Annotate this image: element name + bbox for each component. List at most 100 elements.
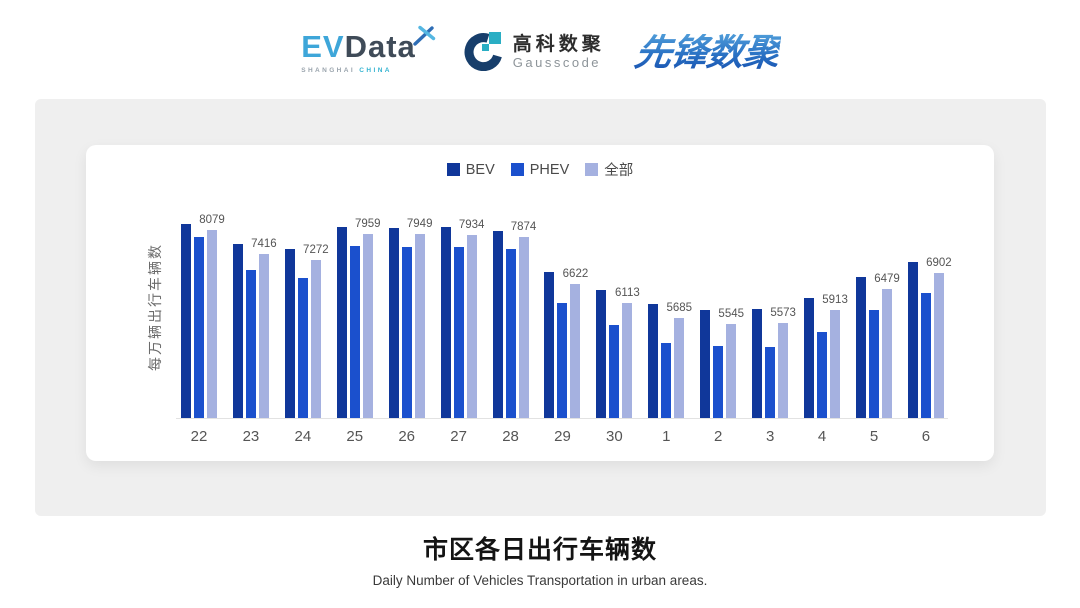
data-label-5: 6479 <box>874 273 900 285</box>
data-label-24: 7272 <box>303 243 329 256</box>
legend-marker-bev <box>446 163 460 176</box>
bar-bev-4 <box>804 297 815 418</box>
data-label-1: 5685 <box>666 302 693 315</box>
bar-全部-3 <box>778 322 789 418</box>
x-tick-27: 27 <box>450 428 467 445</box>
data-label-22: 8079 <box>199 213 225 226</box>
bar-全部-24 <box>310 259 321 418</box>
gausscode-logo: 高科数聚 Gausscode <box>464 29 605 76</box>
bar-group-4: 5913 4 <box>804 294 848 445</box>
bar-group-29: 6622 29 <box>544 268 588 445</box>
x-tick-2: 2 <box>714 428 723 445</box>
data-label-3: 5573 <box>770 306 796 319</box>
x-tick-6: 6 <box>921 428 931 445</box>
bar-phev-6 <box>920 293 931 418</box>
bar-bev-27 <box>440 227 451 418</box>
legend-marker-phev <box>510 163 524 176</box>
bar-bev-25 <box>336 227 347 418</box>
bar-全部-4 <box>830 310 841 418</box>
bar-bev-3 <box>752 309 763 418</box>
bar-phev-1 <box>661 342 672 418</box>
evdata-ev-text: EV <box>301 28 345 64</box>
legend-item-phev[interactable]: PHEV <box>510 161 570 178</box>
bar-group-22: 8079 22 <box>181 214 225 445</box>
bar-bev-2 <box>700 310 711 418</box>
x-tick-30: 30 <box>606 428 623 445</box>
x-tick-5: 5 <box>869 428 879 445</box>
data-label-2: 5545 <box>718 307 745 320</box>
gausscode-g-icon <box>464 29 504 76</box>
y-axis-title: 每万辆出行车辆数 <box>147 243 163 371</box>
bar-全部-6 <box>933 273 944 418</box>
x-tick-22: 22 <box>190 428 208 445</box>
x-tick-3: 3 <box>765 428 775 445</box>
bar-bev-30 <box>596 290 607 418</box>
data-label-25: 7959 <box>354 218 381 231</box>
bar-phev-2 <box>713 346 724 418</box>
bar-全部-2 <box>726 323 737 418</box>
evdata-china-text: CHINA <box>359 66 392 74</box>
evdata-wordmark: EV Data <box>301 31 416 62</box>
evdata-logo: EV Data SHANGHAI CHINA <box>301 25 435 74</box>
bar-bev-26 <box>388 227 399 418</box>
data-label-23: 7416 <box>251 238 277 251</box>
bar-全部-26 <box>414 234 425 418</box>
chart-card: BEV PHEV 全部 每万辆出行车辆数 8079 22 7416 23 7272 24 795… <box>86 145 994 461</box>
legend-label: BEV <box>465 161 495 178</box>
bar-group-28: 7874 28 <box>492 221 536 445</box>
gausscode-cn-text: 高科数聚 <box>512 33 605 55</box>
bar-phev-23 <box>245 269 256 418</box>
bar-全部-22 <box>207 229 217 418</box>
bar-全部-1 <box>674 318 685 418</box>
bar-phev-29 <box>557 303 568 418</box>
bar-全部-25 <box>362 234 373 418</box>
legend-label: 全部 <box>604 163 634 179</box>
gausscode-text: 高科数聚 Gausscode <box>513 34 605 70</box>
x-tick-25: 25 <box>346 428 364 445</box>
bar-group-23: 7416 23 <box>232 238 277 445</box>
legend-label: PHEV <box>529 161 570 178</box>
bar-全部-23 <box>258 254 269 418</box>
bar-group-27: 7934 27 <box>440 219 484 445</box>
bar-phev-30 <box>609 325 620 418</box>
x-tick-29: 29 <box>554 428 571 445</box>
evdata-x-icon <box>413 25 436 51</box>
data-label-30: 6113 <box>615 286 640 299</box>
bar-全部-28 <box>518 237 529 418</box>
data-label-6: 6902 <box>926 257 952 270</box>
bar-phev-26 <box>401 246 412 418</box>
bar-phev-22 <box>194 237 204 418</box>
x-tick-28: 28 <box>502 428 519 445</box>
data-label-29: 6622 <box>562 267 589 280</box>
bar-phev-28 <box>505 249 516 418</box>
bar-bev-24 <box>284 249 295 418</box>
xianfeng-logo: 先锋数聚 <box>631 31 782 73</box>
evdata-data-text: Data <box>344 28 416 64</box>
bar-group-26: 7949 26 <box>388 218 432 445</box>
chart-legend: BEV PHEV 全部 <box>86 159 994 180</box>
bar-bev-23 <box>232 244 243 418</box>
bar-group-2: 5545 2 <box>700 308 744 445</box>
bar-bev-28 <box>492 231 503 418</box>
bar-bev-1 <box>648 304 659 418</box>
bar-bev-29 <box>544 272 555 418</box>
bar-phev-25 <box>349 245 360 418</box>
bar-全部-30 <box>622 302 633 418</box>
bar-group-30: 6113 30 <box>596 287 640 445</box>
x-tick-4: 4 <box>817 428 827 445</box>
x-tick-24: 24 <box>294 428 312 445</box>
bar-全部-29 <box>570 283 581 418</box>
legend-item-bev[interactable]: BEV <box>446 161 495 178</box>
bar-phev-24 <box>297 278 308 418</box>
bar-phev-27 <box>453 247 464 418</box>
bar-全部-5 <box>881 289 892 418</box>
bar-group-6: 6902 6 <box>907 257 952 445</box>
bar-phev-4 <box>817 332 828 418</box>
chart-panel: BEV PHEV 全部 每万辆出行车辆数 8079 22 7416 23 7272 24 795… <box>35 99 1046 516</box>
legend-item-全部[interactable]: 全部 <box>585 159 633 180</box>
x-tick-23: 23 <box>242 428 260 445</box>
data-label-26: 7949 <box>406 218 433 231</box>
bar-bev-6 <box>907 261 918 418</box>
evdata-subtitle: SHANGHAI CHINA <box>301 67 416 74</box>
gausscode-en-text: Gausscode <box>512 54 602 70</box>
